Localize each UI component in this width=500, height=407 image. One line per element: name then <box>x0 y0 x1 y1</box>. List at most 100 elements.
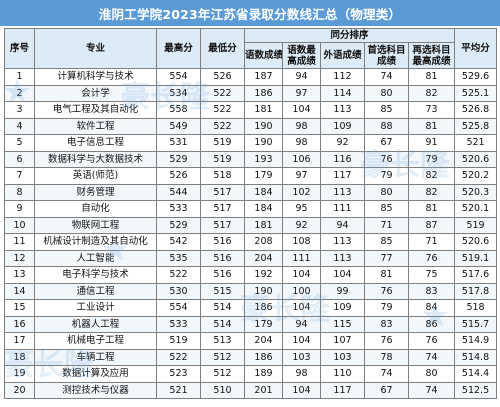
cell-foreign: 115 <box>320 315 365 333</box>
cell-second-subject: 82 <box>407 183 456 201</box>
cell-first-subject: 80 <box>364 183 409 201</box>
cell-chinese-math-max: 108 <box>282 233 321 251</box>
cell-index: 10 <box>4 216 35 234</box>
header-chinese-math-max: 语数最高成绩 <box>282 42 321 69</box>
cell-chinese-math-max: 94 <box>282 68 321 86</box>
cell-chinese-math-max: 98 <box>282 134 321 152</box>
cell-average: 512.5 <box>454 381 498 399</box>
cell-max-score: 519 <box>156 332 201 350</box>
cell-chinese-math-max: 98 <box>282 117 321 135</box>
cell-min-score: 522 <box>200 117 245 135</box>
cell-chinese-math-max: 102 <box>282 183 321 201</box>
cell-major: 机械设计制造及其自动化 <box>34 233 157 251</box>
cell-chinese-math-max: 104 <box>282 266 321 284</box>
cell-average: 519 <box>454 216 498 234</box>
cell-max-score: 535 <box>156 249 201 267</box>
table-row: 8 财务管理 544 517 184 102 113 80 82 520.3 <box>4 183 498 201</box>
cell-second-subject: 86 <box>407 315 456 333</box>
cell-min-score: 515 <box>200 282 245 300</box>
cell-foreign: 94 <box>320 216 365 234</box>
cell-second-subject: 81 <box>407 117 456 135</box>
cell-chinese-math: 190 <box>244 134 283 152</box>
table-row: 15 工业设计 554 514 186 104 109 79 84 518 <box>4 299 498 317</box>
cell-major: 财务管理 <box>34 183 157 201</box>
cell-second-subject: 76 <box>407 249 456 267</box>
cell-major: 软件工程 <box>34 117 157 135</box>
cell-foreign: 110 <box>320 365 365 383</box>
cell-foreign: 113 <box>320 101 365 119</box>
table-row: 3 电气工程及其自动化 558 522 181 104 113 85 73 526.8 <box>4 101 498 119</box>
cell-chinese-math-max: 92 <box>282 216 321 234</box>
cell-index: 6 <box>4 150 35 168</box>
cell-max-score: 526 <box>156 167 201 185</box>
cell-index: 9 <box>4 200 35 218</box>
cell-first-subject: 74 <box>364 365 409 383</box>
cell-average: 520.6 <box>454 233 498 251</box>
cell-chinese-math-max: 111 <box>282 249 321 267</box>
cell-foreign: 113 <box>320 183 365 201</box>
cell-first-subject: 79 <box>364 299 409 317</box>
cell-major: 机器人工程 <box>34 315 157 333</box>
cell-chinese-math-max: 104 <box>282 101 321 119</box>
cell-chinese-math: 190 <box>244 117 283 135</box>
cell-first-subject: 77 <box>364 249 409 267</box>
cell-second-subject: 79 <box>407 150 456 168</box>
cell-min-score: 514 <box>200 315 245 333</box>
cell-foreign: 92 <box>320 134 365 152</box>
cell-first-subject: 85 <box>364 233 409 251</box>
admission-table: 序号 专业 最高分 最低分 同分排序 平均分 语数成绩 语数最高成绩 外语成绩 … <box>4 28 498 399</box>
cell-second-subject: 81 <box>407 200 456 218</box>
cell-min-score: 519 <box>200 150 245 168</box>
cell-major: 电子信息工程 <box>34 134 157 152</box>
table-row: 13 电子科学与技术 522 516 192 104 104 81 75 517.6 <box>4 266 498 284</box>
cell-min-score: 522 <box>200 101 245 119</box>
cell-chinese-math: 184 <box>244 200 283 218</box>
cell-chinese-math: 181 <box>244 216 283 234</box>
cell-average: 518 <box>454 299 498 317</box>
cell-index: 5 <box>4 134 35 152</box>
cell-max-score: 542 <box>156 233 201 251</box>
table-row: 2 会计学 534 522 186 97 114 80 82 525.1 <box>4 84 498 102</box>
cell-chinese-math-max: 97 <box>282 167 321 185</box>
header-second-subject: 再选科目最高成绩 <box>407 42 456 69</box>
table-row: 7 英语(师范) 526 518 179 97 117 79 82 520.2 <box>4 167 498 185</box>
table-row: 19 数据计算及应用 523 512 189 98 110 74 80 514.4 <box>4 365 498 383</box>
cell-major: 英语(师范) <box>34 167 157 185</box>
cell-min-score: 518 <box>200 167 245 185</box>
table-row: 5 电子信息工程 531 519 190 98 92 67 91 521 <box>4 134 498 152</box>
cell-max-score: 530 <box>156 282 201 300</box>
cell-second-subject: 83 <box>407 282 456 300</box>
cell-index: 18 <box>4 348 35 366</box>
table-row: 20 测控技术与仪器 521 510 201 104 117 67 74 512.5 <box>4 381 498 399</box>
cell-max-score: 522 <box>156 348 201 366</box>
cell-first-subject: 76 <box>364 332 409 350</box>
cell-foreign: 114 <box>320 84 365 102</box>
cell-first-subject: 76 <box>364 150 409 168</box>
cell-chinese-math-max: 97 <box>282 84 321 102</box>
table-row: 17 机械电子工程 519 513 204 104 107 76 76 514.9 <box>4 332 498 350</box>
cell-min-score: 519 <box>200 134 245 152</box>
cell-chinese-math: 179 <box>244 167 283 185</box>
cell-major: 工业设计 <box>34 299 157 317</box>
cell-index: 13 <box>4 266 35 284</box>
cell-foreign: 109 <box>320 117 365 135</box>
cell-max-score: 529 <box>156 150 201 168</box>
cell-foreign: 103 <box>320 348 365 366</box>
cell-second-subject: 84 <box>407 299 456 317</box>
cell-max-score: 534 <box>156 84 201 102</box>
cell-max-score: 522 <box>156 266 201 284</box>
cell-second-subject: 71 <box>407 233 456 251</box>
cell-first-subject: 81 <box>364 266 409 284</box>
cell-foreign: 109 <box>320 299 365 317</box>
cell-chinese-math-max: 103 <box>282 348 321 366</box>
cell-average: 520.6 <box>454 150 498 168</box>
header-first-subject: 首选科目成绩 <box>364 42 409 69</box>
cell-min-score: 516 <box>200 249 245 267</box>
cell-average: 514.8 <box>454 348 498 366</box>
cell-major: 物联网工程 <box>34 216 157 234</box>
cell-chinese-math: 192 <box>244 266 283 284</box>
cell-first-subject: 83 <box>364 315 409 333</box>
cell-max-score: 531 <box>156 134 201 152</box>
cell-index: 15 <box>4 299 35 317</box>
cell-foreign: 111 <box>320 200 365 218</box>
